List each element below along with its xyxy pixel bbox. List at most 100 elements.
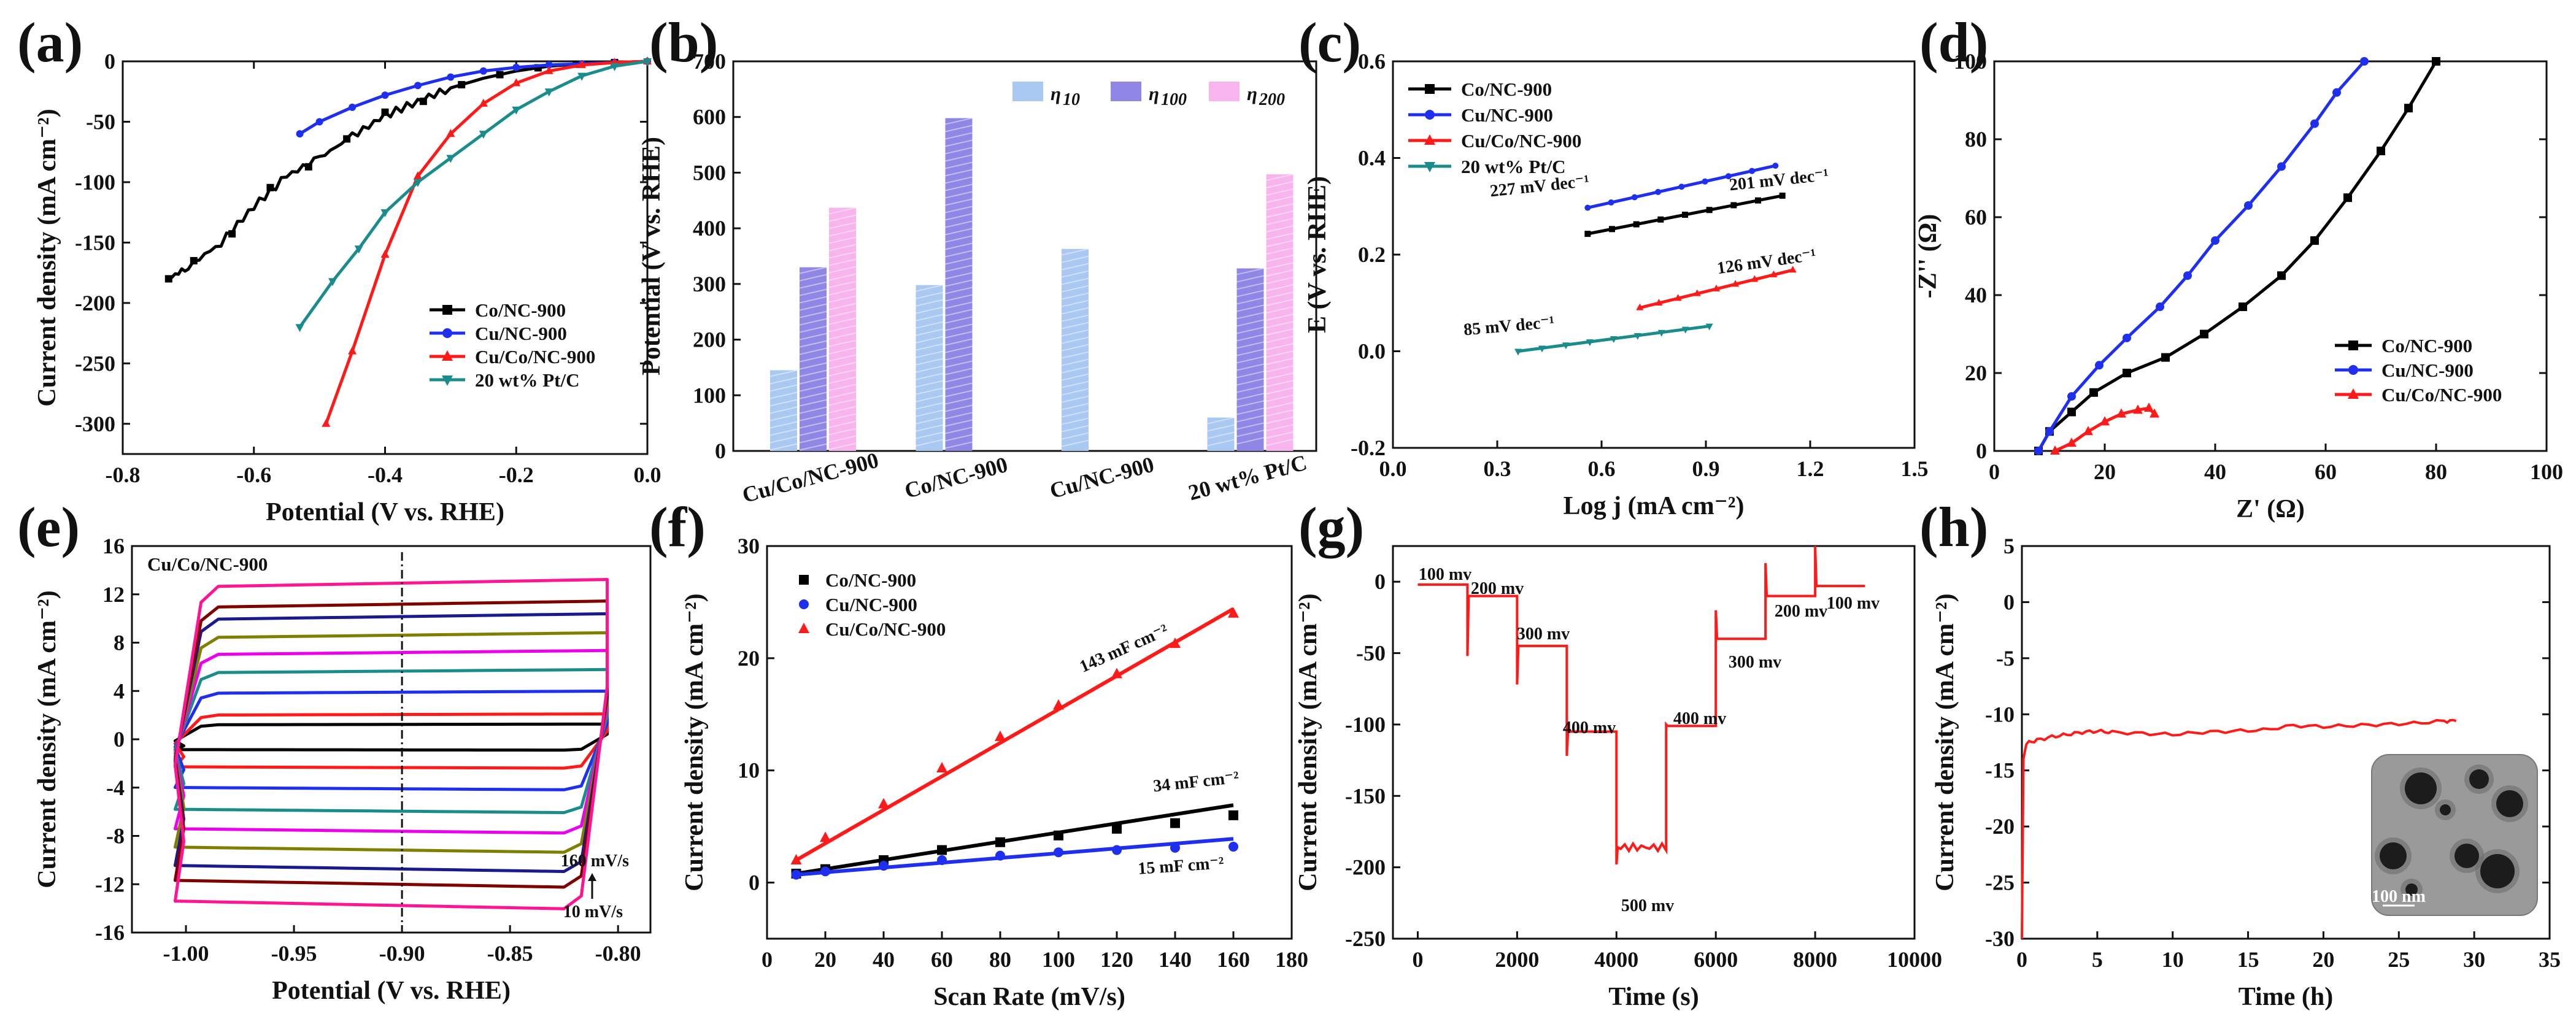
y-tick-label: -0.2 (1351, 436, 1386, 460)
x-tick-label: -0.4 (368, 463, 403, 487)
nyquist-marker (2144, 402, 2154, 412)
nyquist-marker (2123, 333, 2131, 342)
bar-hatch (916, 350, 943, 358)
nyquist-marker (2150, 408, 2159, 418)
bar-hatch (769, 384, 798, 392)
bar-hatch (799, 384, 827, 392)
bar-hatch (945, 419, 973, 427)
bar-hatch (945, 206, 973, 214)
nyquist-marker (2239, 302, 2247, 312)
nyquist-marker (2034, 447, 2043, 455)
bar-hatch (828, 236, 857, 244)
lsv-marker (479, 131, 488, 139)
tem-scale-label: 100 nm (2372, 887, 2426, 906)
bar-hatch (799, 318, 827, 326)
bar-hatch (769, 414, 798, 421)
tafel-marker (1538, 345, 1546, 353)
y-tick-label: 40 (1965, 283, 1987, 307)
y-axis-label: Current density (mA cm⁻²) (1931, 593, 1959, 891)
bar-hatch (945, 183, 973, 191)
legend-entry: η (1247, 83, 1257, 104)
lsv-marker (496, 71, 504, 79)
nyquist-marker (2310, 236, 2319, 245)
lsv-marker (413, 179, 422, 187)
x-tick-label: -0.6 (236, 463, 271, 487)
nyquist-marker (2377, 147, 2385, 156)
x-tick-label: -0.2 (499, 463, 534, 487)
bar-hatch (916, 306, 943, 314)
legend-marker (798, 623, 809, 633)
bar-1 (1236, 268, 1264, 451)
bar-hatch (828, 258, 857, 266)
lsv-marker (413, 171, 422, 180)
bar-hatch (945, 228, 973, 236)
y-tick-label: 5 (2003, 534, 2015, 558)
lsv-marker (380, 209, 390, 218)
y-tick-label: 4 (114, 679, 125, 703)
bar-hatch (799, 347, 827, 355)
data-point (937, 855, 947, 865)
bar-hatch (1061, 270, 1089, 278)
x-tick-label: 20 (2094, 460, 2116, 484)
x-tick-label: 35 (2539, 947, 2561, 972)
tafel-marker (1586, 339, 1594, 347)
data-point (937, 845, 947, 855)
nyquist-marker (2095, 361, 2104, 370)
bar-hatch (1236, 356, 1264, 364)
tem-particle (2469, 769, 2489, 789)
tem-particle (2496, 790, 2523, 817)
nyquist-marker (2067, 407, 2076, 417)
x-tick-label: 80 (2425, 460, 2447, 484)
bar-hatch (1266, 306, 1294, 314)
data-point (1228, 842, 1238, 852)
category-label: Co/NC-900 (902, 452, 1010, 503)
bar-hatch (1266, 387, 1294, 395)
legend-entry: 20 wt% Pt/C (1461, 156, 1565, 177)
bar-hatch (1266, 431, 1294, 439)
x-tick-label: 80 (989, 947, 1011, 972)
bar-hatch (1061, 336, 1089, 344)
nyquist-marker (2404, 104, 2413, 113)
bar-hatch (1061, 277, 1089, 285)
tafel-marker (1562, 342, 1570, 350)
bar-hatch (799, 288, 827, 296)
bar-hatch (1207, 439, 1235, 447)
x-tick-label: 160 (1217, 947, 1250, 972)
nyquist-marker (2244, 201, 2253, 210)
bar-hatch (1266, 284, 1294, 292)
tafel-marker (1674, 294, 1682, 301)
y-tick-label: -50 (86, 109, 115, 134)
x-axis-label: Potential (V vs. RHE) (272, 977, 511, 1005)
bar-hatch (799, 266, 827, 274)
y-tick-label: 600 (693, 105, 726, 129)
data-point (1112, 823, 1122, 834)
y-tick-label: -8 (106, 824, 125, 848)
bar-hatch (945, 323, 973, 331)
bar-hatch (1266, 321, 1294, 329)
x-tick-label: 120 (1100, 947, 1133, 972)
lsv-marker (577, 72, 587, 81)
lsv-marker (315, 118, 323, 126)
bar-hatch (945, 161, 973, 169)
bar-hatch (945, 198, 973, 206)
bar-hatch (1266, 336, 1294, 344)
bar-hatch (945, 169, 973, 177)
lsv-marker (512, 106, 521, 115)
bar-hatch (828, 339, 857, 347)
bar-hatch (945, 139, 973, 147)
lsv-marker (343, 135, 351, 143)
y-axis-label: E (V vs. RHE) (1303, 176, 1332, 333)
bar-hatch (945, 213, 973, 221)
y-tick-label: 8 (114, 631, 125, 655)
bar-hatch (916, 365, 943, 373)
bar-hatch (916, 343, 943, 351)
x-tick-label: 15 (2237, 947, 2259, 972)
bar-hatch (1061, 380, 1089, 388)
bar-hatch (799, 369, 827, 377)
x-tick-label: 5 (2092, 947, 2103, 972)
bar-hatch (828, 251, 857, 259)
x-tick-label: 0 (2016, 947, 2027, 972)
bar-hatch (1266, 225, 1294, 233)
bar-hatch (1236, 422, 1264, 430)
bar-hatch (828, 406, 857, 414)
